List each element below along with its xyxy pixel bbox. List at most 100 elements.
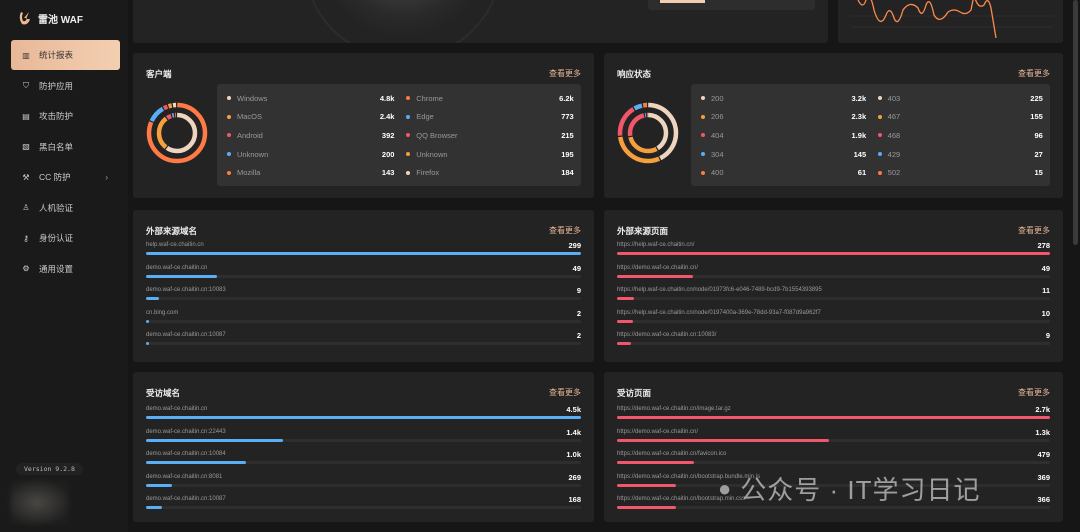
- progress-track: [617, 438, 1050, 442]
- list-item[interactable]: demo.waf-ce.chaitin.cn 4.5k: [146, 404, 581, 427]
- legend-item[interactable]: 467 155: [877, 108, 1043, 127]
- legend-item[interactable]: 200 3.2k: [701, 89, 866, 108]
- item-value: 479: [1037, 450, 1050, 459]
- donut-segment-200[interactable]: [627, 112, 669, 154]
- view-more-link[interactable]: 查看更多: [549, 388, 581, 397]
- list-item[interactable]: https://demo.waf-ce.chaitin.cn/favicon.i…: [617, 449, 1050, 472]
- sidebar-item-2[interactable]: ▤ 攻击防护: [11, 101, 120, 131]
- donut-segment-468[interactable]: [617, 102, 679, 164]
- legend-item[interactable]: 304 145: [701, 145, 866, 164]
- progress-fill: [146, 461, 247, 464]
- bar-list: https://help.waf-ce.chaitin.cn/278 https:…: [617, 240, 1050, 353]
- list-item[interactable]: https://demo.waf-ce.chaitin.cn/1.3k: [617, 427, 1050, 450]
- sidebar-item-7[interactable]: ⚙ 通用设置: [11, 254, 120, 284]
- list-item[interactable]: https://help.waf-ce.chaitin.cn/278: [617, 240, 1050, 263]
- legend-item[interactable]: Windows 4.8k: [227, 89, 394, 108]
- donut-segment-404[interactable]: [627, 112, 669, 154]
- sidebar-item-4[interactable]: ⚒ CC 防护 ›: [11, 162, 120, 192]
- legend-item[interactable]: Mozilla 143: [227, 163, 394, 182]
- legend-item[interactable]: 468 96: [877, 126, 1043, 145]
- card-title: 外部来源页面: [617, 226, 669, 236]
- app-logo[interactable]: 雷池 WAF: [18, 10, 83, 26]
- list-item[interactable]: demo.waf-ce.chaitin.cn:8081 269: [146, 472, 581, 495]
- sidebar-item-0[interactable]: ▥ 统计报表: [11, 40, 120, 70]
- donut-segment-MacOS[interactable]: [156, 112, 198, 154]
- progress-track: [146, 438, 581, 442]
- list-item[interactable]: demo.waf-ce.chaitin.cn:10083 9: [146, 285, 581, 308]
- item-label: demo.waf-ce.chaitin.cn: [146, 264, 208, 271]
- donut-segment-403[interactable]: [617, 102, 679, 164]
- legend-item[interactable]: Unknown 200: [227, 145, 394, 164]
- sidebar-item-1[interactable]: ⛉ 防护应用: [11, 71, 120, 101]
- logo-icon: [19, 12, 30, 25]
- donut-segment-Chrome[interactable]: [146, 102, 208, 164]
- page-scrollbar[interactable]: [1073, 0, 1078, 245]
- legend-item[interactable]: QQ Browser 215: [406, 126, 574, 145]
- legend-item[interactable]: 429 27: [877, 145, 1043, 164]
- legend-item[interactable]: Firefox 184: [406, 163, 574, 182]
- legend-label: 467: [887, 112, 901, 122]
- item-value: 2: [576, 308, 581, 318]
- view-more-link[interactable]: 查看更多: [1018, 226, 1050, 235]
- view-more-link[interactable]: 查看更多: [1018, 388, 1050, 397]
- legend-item[interactable]: 206 2.3k: [701, 108, 866, 127]
- list-item[interactable]: https://demo.waf-ce.chaitin.cn/image.tar…: [617, 404, 1050, 427]
- user-avatar[interactable]: [10, 480, 70, 525]
- sidebar-item-5[interactable]: ♙ 人机验证: [11, 193, 120, 223]
- list-item[interactable]: https://demo.waf-ce.chaitin.cn/bootstrap…: [617, 472, 1050, 495]
- progress-fill: [146, 438, 284, 442]
- list-item[interactable]: help.waf-ce.chaitin.cn 299: [146, 240, 581, 263]
- legend-item[interactable]: MacOS 2.4k: [227, 108, 394, 127]
- progress-track: [146, 506, 581, 509]
- legend-dot: [227, 152, 231, 157]
- sidebar-item-6[interactable]: ⚷ 身份认证: [11, 223, 120, 253]
- view-more-link[interactable]: 查看更多: [549, 69, 581, 78]
- list-item[interactable]: https://help.waf-ce.chaitin.cn/node/0197…: [617, 308, 1050, 331]
- top-map-card: [133, 0, 828, 43]
- list-item[interactable]: demo.waf-ce.chaitin.cn:22443 1.4k: [146, 427, 581, 450]
- item-label: demo.waf-ce.chaitin.cn:10087: [146, 332, 226, 338]
- list-item[interactable]: https://help.waf-ce.chaitin.cn/node/0197…: [617, 285, 1050, 308]
- list-item[interactable]: https://demo.waf-ce.chaitin.cn/bootstrap…: [617, 494, 1050, 517]
- list-item[interactable]: https://demo.waf-ce.chaitin.cn:10083/9: [617, 330, 1050, 353]
- legend-value: 61: [857, 168, 867, 178]
- legend-item[interactable]: Chrome 6.2k: [406, 89, 574, 108]
- legend-label: QQ Browser: [416, 130, 458, 140]
- item-value: 4.5k: [566, 405, 581, 414]
- progress-fill: [617, 274, 694, 278]
- progress-fill: [617, 438, 830, 442]
- legend-item[interactable]: 502 15: [877, 163, 1043, 182]
- donut-segment-467[interactable]: [617, 102, 679, 164]
- legend-value: 143: [381, 168, 395, 178]
- status-card: 响应状态 查看更多 200 3.2k 206 2.3k 404 1.9k 304 145 400…: [604, 53, 1063, 198]
- list-item[interactable]: demo.waf-ce.chaitin.cn:10087 168: [146, 494, 581, 517]
- legend-dot: [406, 170, 411, 175]
- legend-item[interactable]: Edge 773: [406, 108, 574, 127]
- view-more-link[interactable]: 查看更多: [1018, 69, 1050, 78]
- legend-item[interactable]: 403 225: [877, 89, 1043, 108]
- progress-fill: [146, 506, 163, 509]
- progress-track: [146, 319, 581, 323]
- legend-item[interactable]: Unknown 195: [406, 145, 574, 164]
- legend-value: 6.2k: [559, 93, 574, 103]
- list-item[interactable]: demo.waf-ce.chaitin.cn:10087 2: [146, 330, 581, 353]
- item-label: cn.bing.com: [146, 309, 179, 316]
- donut-segment-400[interactable]: [627, 112, 669, 154]
- sidebar-item-3[interactable]: ▧ 黑白名单: [11, 132, 120, 162]
- list-item[interactable]: cn.bing.com 2: [146, 308, 581, 331]
- legend-item[interactable]: Android 392: [227, 126, 394, 145]
- donut-segment-Windows[interactable]: [156, 112, 198, 154]
- document-shield-icon: ▤: [22, 111, 30, 121]
- legend-value: 195: [561, 149, 574, 159]
- legend-item[interactable]: 400 61: [701, 163, 866, 182]
- legend-label: 200: [711, 93, 724, 103]
- list-item[interactable]: https://demo.waf-ce.chaitin.cn/49: [617, 263, 1050, 286]
- legend-label: Unknown: [237, 149, 269, 159]
- list-item[interactable]: demo.waf-ce.chaitin.cn 49: [146, 263, 581, 286]
- legend-item[interactable]: 404 1.9k: [701, 126, 866, 145]
- legend-dot: [701, 96, 705, 101]
- list-item[interactable]: demo.waf-ce.chaitin.cn:10084 1.0k: [146, 449, 581, 472]
- view-more-link[interactable]: 查看更多: [549, 226, 581, 235]
- legend-dot: [406, 114, 411, 119]
- donut-segment-206[interactable]: [627, 112, 669, 154]
